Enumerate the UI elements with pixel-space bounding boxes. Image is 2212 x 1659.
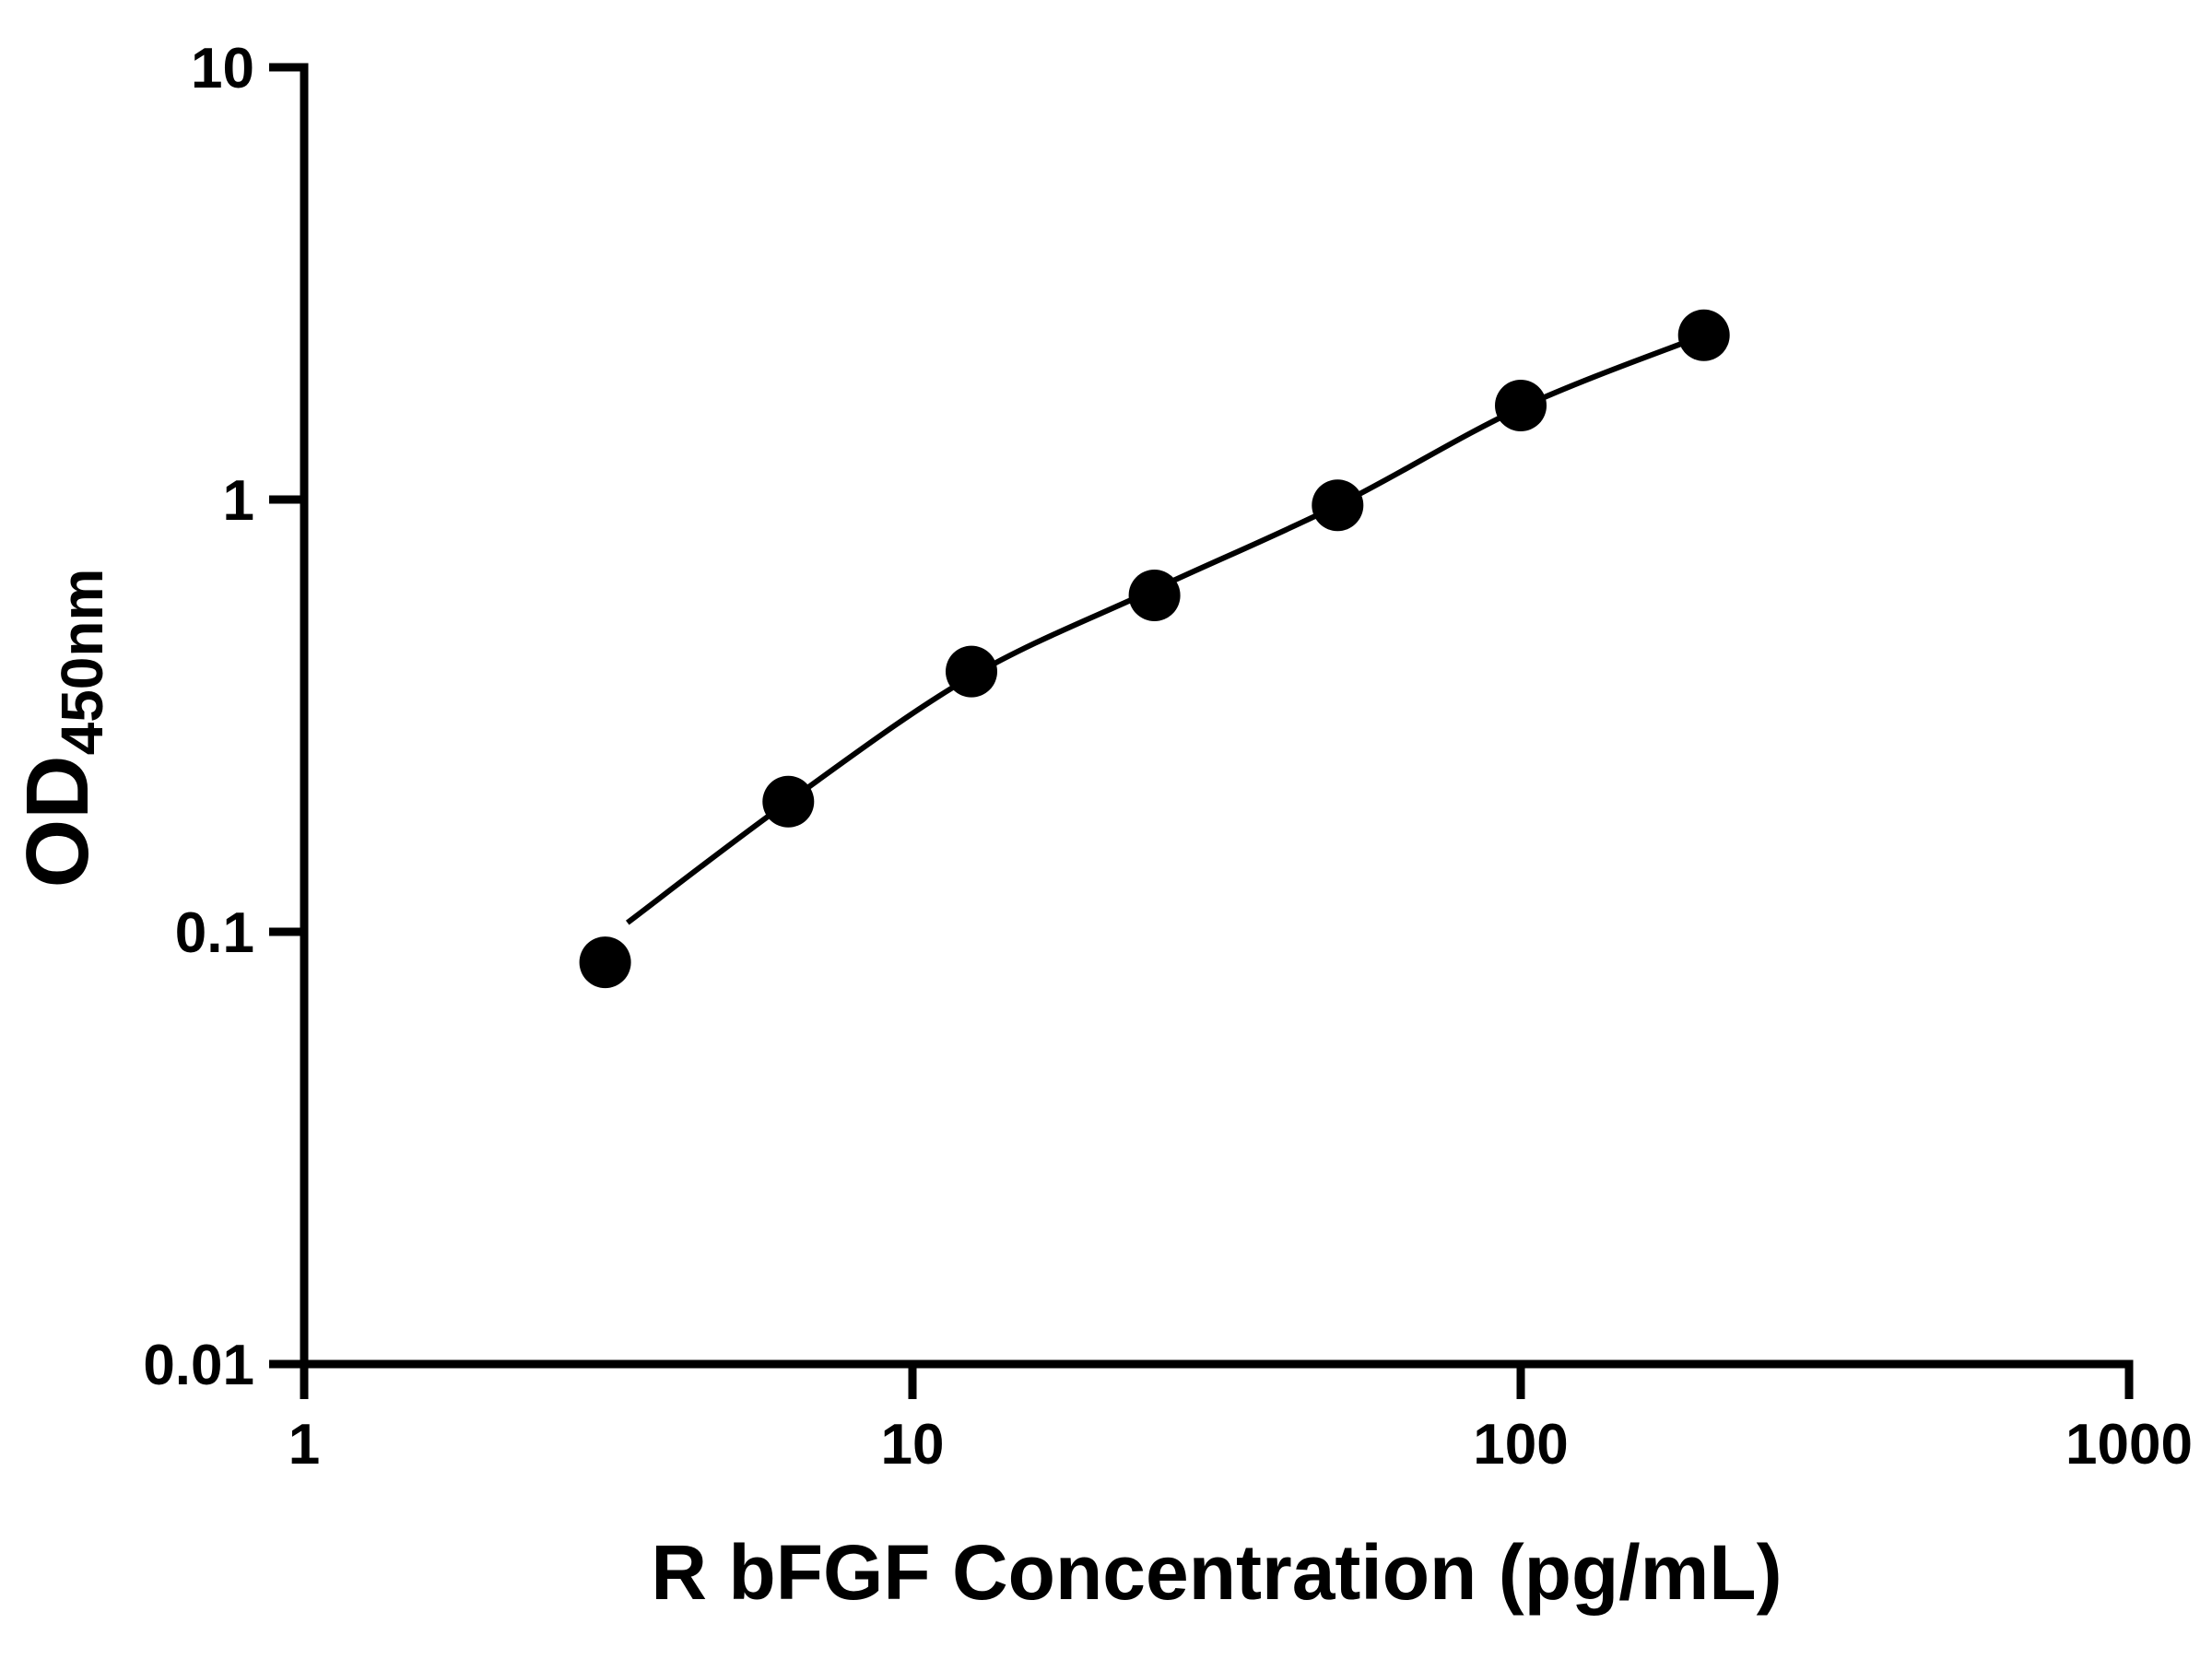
fit-curve — [625, 332, 1705, 925]
y-tick-label: 1 — [223, 469, 254, 533]
y-axis-title-subscript: 450nm — [49, 569, 115, 756]
axis-spines — [300, 63, 2134, 1369]
data-point — [946, 645, 997, 698]
tick-labels: 1 10 100 1000 0.01 0.1 1 10 — [143, 37, 2193, 1477]
data-point — [1495, 380, 1547, 431]
x-tick-label: 10 — [881, 1413, 945, 1477]
data-series — [579, 309, 1730, 989]
y-axis-title: OD450nm — [8, 569, 115, 888]
data-point — [1128, 570, 1181, 621]
y-tick-label: 10 — [191, 37, 254, 100]
y-axis-title-main: OD — [8, 755, 107, 888]
axes — [300, 63, 2134, 1369]
data-point — [762, 775, 815, 828]
tick-marks — [269, 63, 2134, 1399]
y-tick-label: 0.1 — [175, 901, 254, 965]
x-tick-label: 1000 — [2065, 1413, 2193, 1477]
data-point — [1312, 479, 1364, 532]
y-tick-label: 0.01 — [143, 1334, 254, 1397]
x-axis-title: R bFGF Concentration (pg/mL) — [651, 1529, 1782, 1616]
data-point — [1677, 309, 1730, 361]
x-tick-label: 1 — [288, 1413, 320, 1477]
x-tick-label: 100 — [1473, 1413, 1568, 1477]
data-point — [579, 936, 631, 989]
